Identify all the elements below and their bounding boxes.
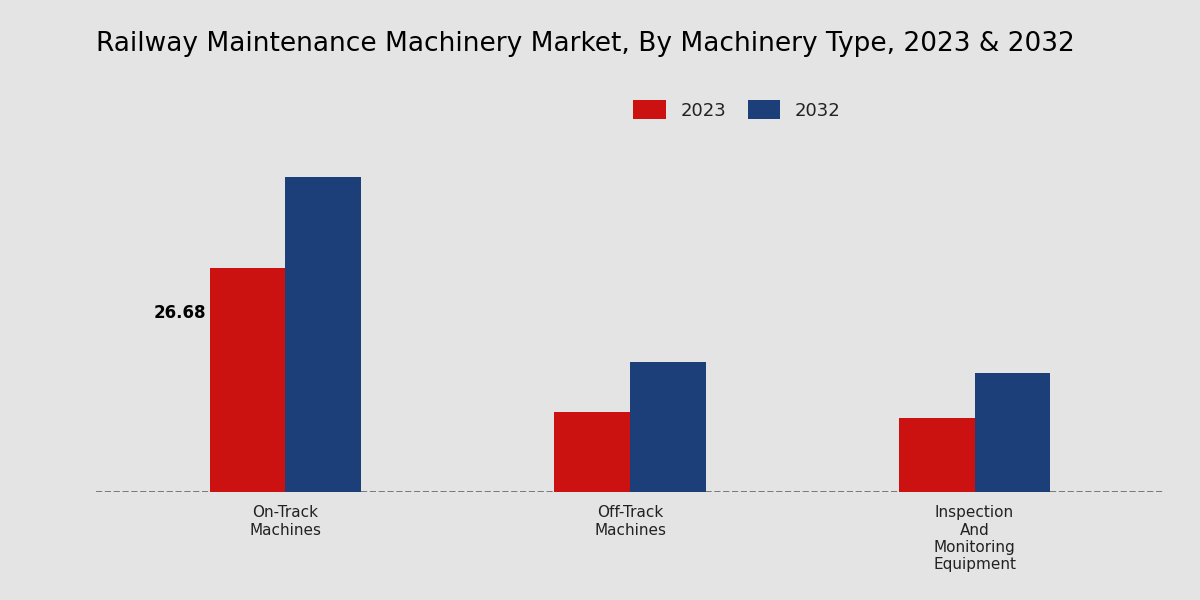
- Bar: [210, 268, 286, 492]
- Text: Railway Maintenance Machinery Market, By Machinery Type, 2023 & 2032: Railway Maintenance Machinery Market, By…: [96, 31, 1075, 57]
- Bar: [554, 412, 630, 492]
- Bar: [286, 177, 361, 492]
- Bar: [899, 418, 974, 492]
- Text: 26.68: 26.68: [154, 304, 206, 322]
- Bar: [974, 373, 1050, 492]
- Bar: [630, 362, 706, 492]
- Legend: 2023, 2032: 2023, 2032: [623, 89, 851, 130]
